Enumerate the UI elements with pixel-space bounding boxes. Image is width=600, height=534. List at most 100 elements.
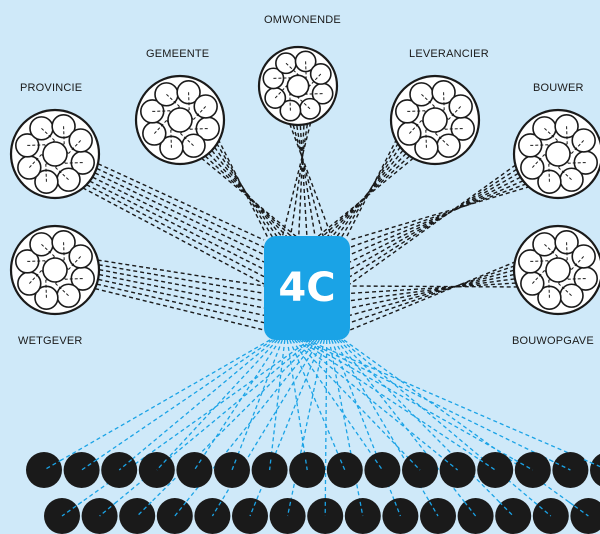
label-bouwer: BOUWER	[533, 82, 584, 94]
label-omwonende: OMWONENDE	[264, 14, 341, 26]
bottom-link-tip	[286, 501, 292, 517]
bottom-link-tip	[409, 459, 421, 471]
label-gemeente: GEMEENTE	[146, 48, 210, 60]
bottom-link-line	[333, 339, 439, 517]
bottom-link-tip	[359, 501, 364, 517]
bottom-link-tip	[339, 459, 346, 471]
link-line-bouwer	[349, 169, 525, 270]
link-line-wetgever	[90, 258, 265, 287]
cluster-leverancier	[389, 74, 481, 166]
bottom-link-tip	[81, 459, 98, 471]
bottom-link-line	[299, 339, 496, 471]
link-lines	[76, 115, 537, 331]
link-line-bouwopgave	[349, 272, 521, 309]
bottom-link-tip	[268, 459, 272, 471]
bottom-node	[477, 452, 514, 488]
hub-label: 4C	[278, 265, 336, 311]
label-provincie: PROVINCIE	[20, 82, 83, 94]
link-line-bouwopgave	[349, 262, 522, 324]
link-line-wetgever	[91, 262, 265, 295]
cluster-provincie	[9, 108, 101, 200]
bottom-link-line	[61, 339, 310, 517]
bottom-link-tip	[374, 459, 383, 471]
bottom-link-line	[156, 339, 278, 471]
bottom-link-line	[324, 339, 328, 517]
link-line-bouwopgave	[349, 267, 521, 317]
bottom-link-line	[294, 339, 421, 471]
bottom-link-line	[296, 339, 459, 471]
member-circle	[422, 107, 448, 133]
link-line-bouwopgave	[349, 258, 523, 331]
cluster-bouwer	[512, 108, 600, 200]
stakeholder-clusters	[9, 45, 600, 316]
bottom-link-tip	[136, 501, 152, 517]
cluster-gemeente	[134, 74, 226, 166]
link-line-provincie	[76, 183, 265, 285]
cluster-omwonende	[257, 45, 339, 127]
bottom-link-line	[306, 339, 600, 468]
bottom-node	[570, 498, 600, 534]
bottom-node	[26, 452, 62, 488]
bottom-link-tip	[394, 501, 402, 517]
bottom-link-tip	[463, 501, 477, 517]
link-line-bouwer	[349, 180, 533, 248]
bottom-link-line	[286, 339, 308, 471]
link-line-wetgever	[92, 267, 265, 302]
bottom-link-tip	[118, 459, 133, 471]
bottom-link-line	[174, 339, 318, 517]
link-line-omwonende	[286, 117, 333, 239]
bottom-link-lines	[43, 339, 600, 517]
bottom-link-tip	[514, 459, 534, 471]
link-line-omwonende	[281, 115, 313, 239]
member-circle	[42, 257, 68, 283]
link-line-bouwer	[349, 165, 523, 278]
bottom-node	[326, 452, 363, 488]
member-circle	[545, 141, 571, 167]
link-line-gemeente	[195, 153, 299, 239]
link-line-provincie	[91, 160, 265, 241]
bottom-link-tip	[231, 459, 237, 471]
link-line-bouwopgave	[349, 285, 525, 288]
link-line-bouwer	[349, 160, 522, 285]
bottom-link-tip	[156, 459, 167, 471]
bottom-link-tip	[479, 459, 496, 471]
bottom-link-line	[291, 339, 383, 471]
bottom-link-line	[338, 339, 514, 517]
link-line-bouwopgave	[349, 277, 522, 302]
link-line-provincie	[86, 173, 265, 263]
bottom-link-line	[341, 339, 552, 517]
link-line-wetgever	[88, 286, 265, 331]
member-circle	[286, 74, 310, 98]
link-line-omwonende	[289, 117, 310, 239]
bottom-link-line	[43, 339, 271, 471]
member-circle	[167, 107, 193, 133]
link-line-leverancier	[330, 144, 408, 239]
link-line-bouwer	[349, 183, 537, 241]
bottom-node	[156, 498, 193, 534]
member-circle	[42, 141, 68, 167]
bottom-link-tip	[174, 501, 187, 517]
link-line-bouwer	[349, 173, 527, 263]
link-line-wetgever	[90, 281, 265, 324]
hub-box	[264, 236, 350, 340]
bottom-link-line	[304, 339, 571, 471]
bottom-node	[176, 452, 213, 488]
bottom-link-line	[136, 339, 315, 517]
bottom-link-line	[286, 339, 325, 517]
bottom-node	[63, 452, 100, 488]
bottom-link-tip	[498, 501, 514, 517]
bottom-link-tip	[304, 459, 308, 471]
bottom-link-line	[118, 339, 276, 471]
link-line-wetgever	[91, 277, 265, 317]
link-line-wetgever	[92, 272, 265, 309]
link-line-omwonende	[295, 118, 317, 239]
link-line-provincie	[79, 180, 265, 278]
link-line-omwonende	[299, 119, 308, 239]
bottom-nodes	[26, 452, 600, 534]
bottom-link-line	[99, 339, 313, 517]
bottom-link-line	[336, 339, 477, 517]
link-line-gemeente	[214, 132, 269, 239]
bottom-link-line	[249, 339, 323, 517]
bottom-node	[214, 452, 250, 488]
